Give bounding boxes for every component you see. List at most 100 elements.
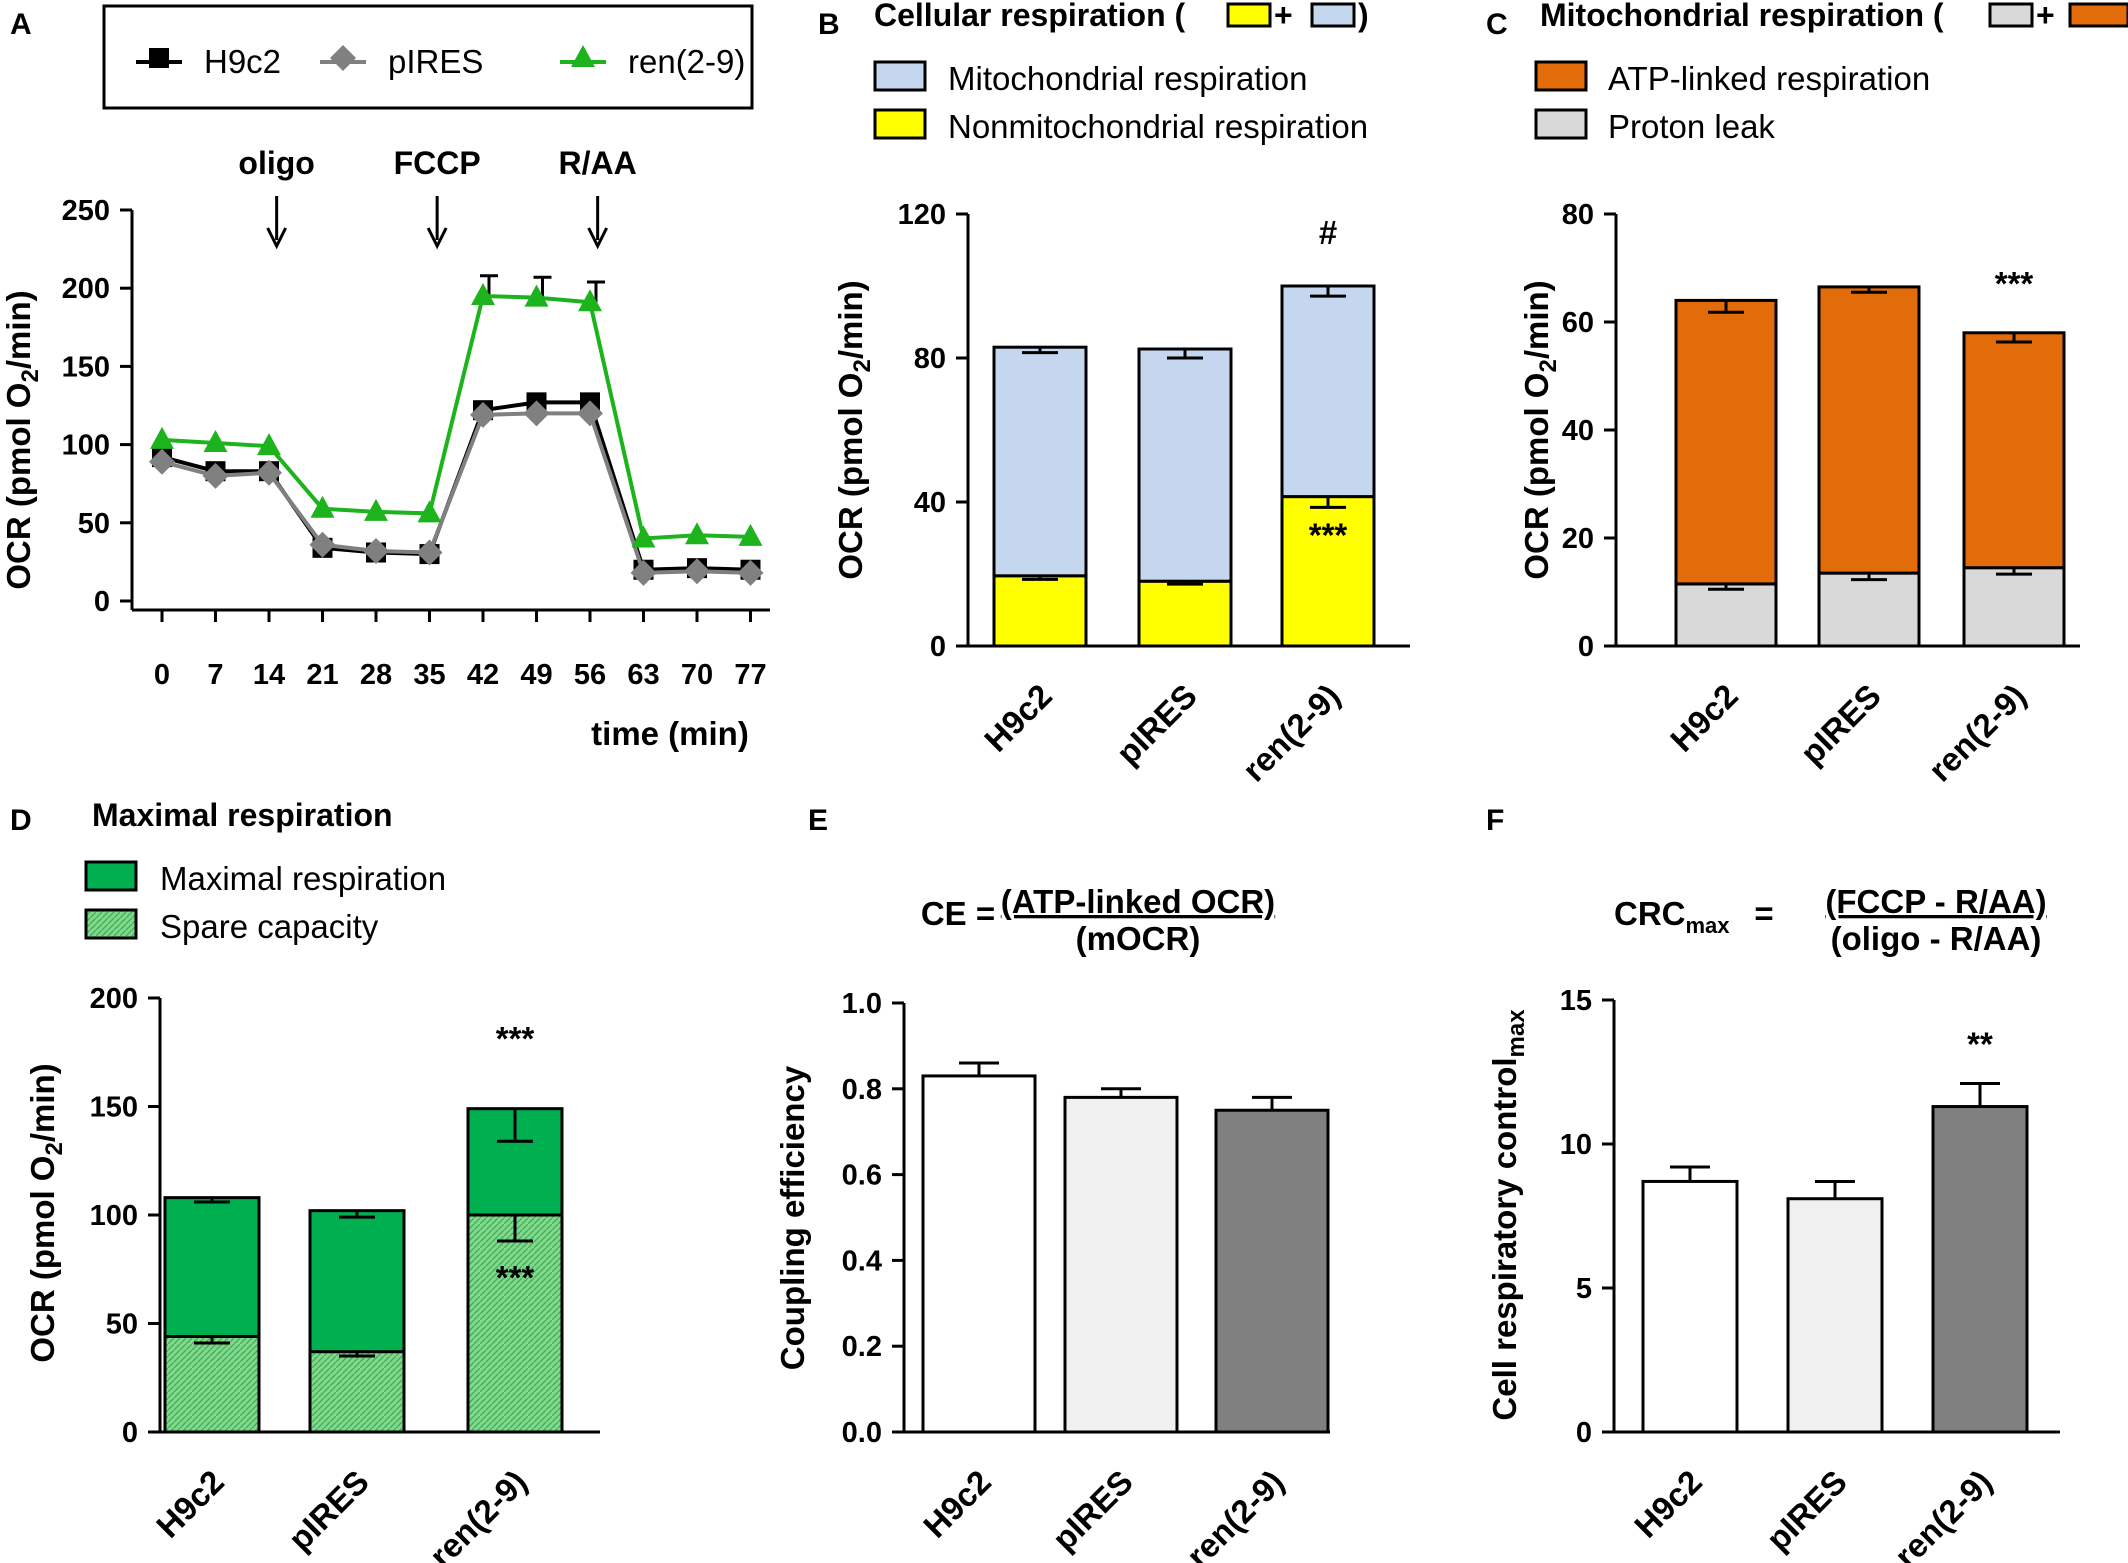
- legend-swatch-maximal-respiration: [84, 860, 138, 892]
- bar-ren-2-9: [1214, 1108, 1330, 1434]
- injection-label-fccp: FCCP: [394, 145, 481, 181]
- equation-f: CRCmax = (FCCP - R/AA) (oligo - R/AA): [1614, 883, 2047, 957]
- marker-ren-2-9-5: [417, 500, 442, 523]
- bar-ren-2-9: [1931, 1105, 2029, 1434]
- title-d: Maximal respiration: [92, 797, 393, 833]
- legend-c: ATP-linked respiration Proton leak: [1534, 60, 1930, 145]
- y-axis-e-label-0-4: 0.4: [842, 1245, 882, 1277]
- marker-ren-2-9-2: [257, 433, 281, 456]
- plot-e: 0.0 0.2 0.4 0.6 0.8 1.0 H9c2 pIRES ren(2-9): [842, 988, 1330, 1563]
- injection-label-r-aa: R/AA: [559, 145, 637, 181]
- marker-pires-8: [577, 400, 603, 427]
- bar-atp-linked-respiration-ren-2-9: [1962, 331, 2066, 570]
- equation-e: CE = (ATP-linked OCR) (mOCR): [921, 883, 1275, 957]
- injection-markers: oligo FCCP R/AA: [238, 145, 637, 250]
- annotation-stars-maximal-ren-2-9: ***: [496, 1020, 535, 1057]
- y-axis-a-label-50: 50: [78, 508, 110, 540]
- marker-ren-2-9-7: [524, 284, 549, 307]
- legend-box-a: [102, 4, 754, 110]
- y-axis-label-d: OCR (pmol O2/min): [24, 1063, 68, 1362]
- x-axis-a-label-0: 0: [154, 659, 170, 691]
- marker-pires-11: [737, 559, 764, 586]
- y-axis-e-label-0-0: 0.0: [842, 1417, 882, 1449]
- equation-numerator-e: (ATP-linked OCR): [1001, 883, 1275, 920]
- y-axis-label-c: OCR (pmol O2/min): [1518, 280, 1562, 579]
- y-axis-f-label-0: 0: [1576, 1417, 1592, 1449]
- y-axis-b-label-80: 80: [914, 343, 946, 375]
- category-label-h9c2: H9c2: [1663, 677, 1745, 759]
- equation-numerator-f: (FCCP - R/AA): [1825, 883, 2046, 920]
- y-axis-label-f: Cell respiratory controlmax: [1486, 1009, 1530, 1421]
- bar-nonmitochondrial-respiration-ren-2-9: [1280, 495, 1376, 648]
- y-axis-a-label-250: 250: [62, 195, 110, 227]
- axes-a: [130, 210, 770, 612]
- x-axis-a-label-63: 63: [627, 659, 659, 691]
- legend-b: Mitochondrial respiration Nonmitochondria…: [873, 60, 1368, 145]
- injection-arrowhead-r-aa: [587, 227, 608, 250]
- y-axis-d-label-100: 100: [90, 1200, 138, 1232]
- category-label-ren-2-9: ren(2-9): [1921, 677, 2033, 789]
- plot-d: 0 50 100 150 200 H9c2 pIRES ren(2-9) *** ***: [90, 983, 564, 1563]
- title-c: Mitochondrial respiration (+: [1540, 0, 2128, 33]
- category-label-pires: pIRES: [281, 1463, 376, 1558]
- legend-d: Maximal respiration Spare capacity: [84, 860, 446, 945]
- annotation-hash-ren-2-9: #: [1319, 214, 1337, 251]
- y-axis-f-label-15: 15: [1560, 985, 1592, 1017]
- legend-swatch-mitochondrial-respiration: [873, 60, 927, 92]
- marker-ren-2-9-10: [685, 522, 709, 545]
- x-axis-a-label-56: 56: [574, 659, 606, 691]
- legend-label-mitochondrial-respiration: Mitochondrial respiration: [948, 60, 1308, 97]
- legend-swatch-atp-linked-respiration: [1534, 60, 1588, 92]
- y-axis-d-label-0: 0: [122, 1417, 138, 1449]
- bar-spare-capacity-ren-2-9: [466, 1213, 564, 1434]
- marker-pires-5: [416, 539, 443, 566]
- y-axis-c-label-40: 40: [1562, 415, 1594, 447]
- title-c-swatch-atp-linked-respiration: [2068, 2, 2128, 28]
- legend-label-pires: pIRES: [388, 43, 483, 80]
- annotation-stars-ren-2-9: ***: [1309, 517, 1348, 554]
- y-axis-a-label-150: 150: [62, 351, 110, 383]
- panel-label-d: D: [10, 804, 32, 837]
- y-axis-a-label-0: 0: [94, 586, 110, 618]
- injection-arrowhead-oligo: [266, 227, 287, 250]
- legend-label-spare-capacity: Spare capacity: [160, 908, 379, 945]
- y-axis-a-label-100: 100: [62, 430, 110, 462]
- panel-label-e: E: [808, 804, 828, 837]
- x-axis-a-label-49: 49: [520, 659, 552, 691]
- series-line-ren-2-9: [161, 293, 751, 541]
- title-b-close: ): [1358, 0, 1369, 33]
- legend-marker-pires: [330, 45, 356, 71]
- panel-f: F CRCmax = (FCCP - R/AA) (oligo - R/AA) …: [1486, 804, 2060, 1563]
- y-axis-c-label-0: 0: [1578, 631, 1594, 663]
- marker-ren-2-9-3: [310, 495, 335, 518]
- plot-c: 0 20 40 60 80 H9c2 pIRES ren(2-9) ***: [1562, 199, 2066, 789]
- annotation-stars-ren-2-9: ***: [1995, 265, 2034, 302]
- ticks-a: 0 50 100 150 200 250 0 7 14 21 28 35 42 49 56 63 70 77: [62, 195, 767, 691]
- marker-ren-2-9-0: [150, 426, 174, 449]
- bar-mitochondrial-respiration-ren-2-9: [1280, 284, 1376, 499]
- x-axis-a-label-28: 28: [360, 659, 392, 691]
- panel-a: A H9c2 pIRES ren(2-9) oligo FCCP R/AA 0 50 100…: [0, 4, 770, 752]
- category-label-h9c2: H9c2: [916, 1463, 998, 1545]
- annotation-stars-ren-2-9: **: [1967, 1026, 1993, 1063]
- bar-mitochondrial-respiration-h9c2: [992, 345, 1088, 578]
- y-axis-f-label-5: 5: [1576, 1273, 1592, 1305]
- panel-label-c: C: [1486, 8, 1508, 41]
- equation-lhs-f: CRCmax: [1614, 895, 1730, 938]
- y-axis-b-label-40: 40: [914, 487, 946, 519]
- y-axis-d-label-200: 200: [90, 983, 138, 1015]
- y-axis-e-label-0-2: 0.2: [842, 1331, 882, 1363]
- injection-label-oligo: oligo: [238, 145, 314, 181]
- y-axis-c-label-80: 80: [1562, 199, 1594, 231]
- bar-h9c2: [921, 1074, 1037, 1434]
- y-axis-e-label-0-6: 0.6: [842, 1160, 882, 1192]
- x-axis-a-label-42: 42: [467, 659, 499, 691]
- marker-pires-4: [363, 537, 389, 564]
- marker-ren-2-9-9: [631, 525, 656, 548]
- marker-ren-2-9-11: [738, 523, 763, 546]
- marker-pires-9: [630, 559, 657, 586]
- panel-label-f: F: [1486, 804, 1504, 837]
- series-line-pires: [161, 411, 751, 575]
- series-a: [149, 274, 764, 586]
- panel-b: B Cellular respiration (+) Mitochondrial…: [818, 0, 1410, 789]
